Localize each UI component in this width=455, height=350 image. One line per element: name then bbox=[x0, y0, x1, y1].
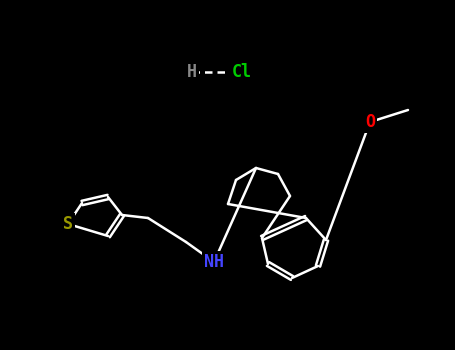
Text: Cl: Cl bbox=[232, 63, 252, 81]
Text: H: H bbox=[187, 63, 197, 81]
Text: S: S bbox=[63, 215, 73, 233]
Text: O: O bbox=[365, 113, 375, 131]
Text: NH: NH bbox=[204, 253, 224, 271]
